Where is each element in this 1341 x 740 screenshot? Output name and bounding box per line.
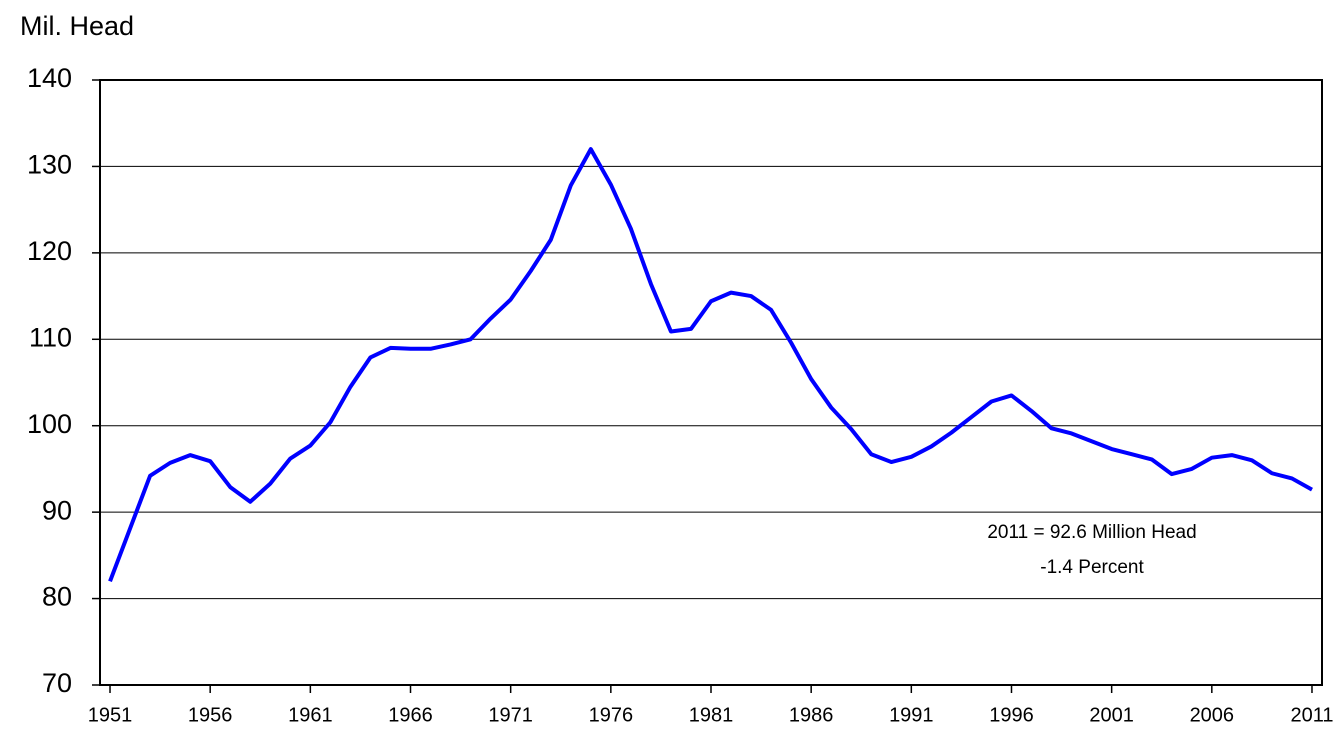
y-tick-label: 100 [27, 409, 72, 439]
x-tick-label: 1966 [388, 704, 433, 726]
y-tick-label: 90 [42, 495, 72, 525]
y-tick-label: 80 [42, 582, 72, 612]
x-tick-label: 1961 [288, 704, 333, 726]
x-tick-label: 2006 [1190, 704, 1235, 726]
x-tick-label: 1991 [889, 704, 934, 726]
y-tick-label: 70 [42, 668, 72, 698]
y-axis-label: Mil. Head [20, 11, 134, 41]
data-line [108, 147, 1313, 582]
x-tick-label: 1996 [989, 704, 1034, 726]
plot-frame [99, 79, 1323, 686]
x-tick-label: 1951 [88, 704, 133, 726]
y-tick-label: 130 [27, 150, 72, 180]
x-tick-label: 1971 [488, 704, 533, 726]
x-tick-label: 1956 [188, 704, 233, 726]
annotation: 2011 = 92.6 Million Head [987, 522, 1196, 543]
y-tick-label: 120 [27, 236, 72, 266]
x-tick-label: 1981 [689, 704, 734, 726]
y-tick-label: 140 [27, 63, 72, 93]
y-tick-label: 110 [29, 322, 72, 352]
annotation: -1.4 Percent [1040, 557, 1144, 578]
x-tick-label: 2011 [1290, 704, 1333, 726]
x-tick-label: 1976 [589, 704, 634, 726]
x-tick-label: 2001 [1089, 704, 1134, 726]
x-tick-label: 1986 [789, 704, 834, 726]
